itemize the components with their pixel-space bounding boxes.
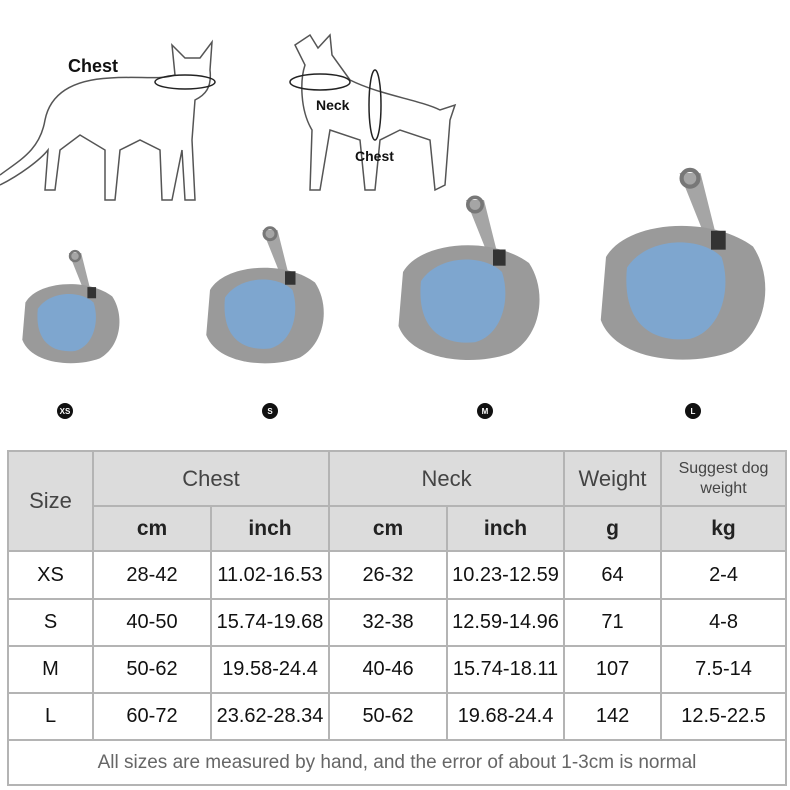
unit-cm: cm — [92, 505, 212, 552]
weight-header: Weight — [563, 450, 663, 507]
cell: S — [7, 598, 94, 647]
table-row: XS 28-42 11.02-16.53 26-32 10.23-12.59 64 2-4 — [7, 550, 788, 600]
harness-m — [396, 195, 542, 362]
cell: 64 — [563, 550, 663, 600]
cell: L — [7, 692, 94, 741]
dog-neck-label: Neck — [316, 97, 350, 113]
unit-g: g — [563, 505, 663, 552]
cell: 40-50 — [92, 598, 212, 647]
cell: M — [7, 645, 94, 694]
measurement-note: All sizes are measured by hand, and the … — [6, 739, 788, 786]
cat-chest-label: Chest — [68, 56, 119, 76]
suggest-weight-header: Suggest dog weight — [660, 450, 788, 507]
chest-header: Chest — [91, 450, 331, 507]
cell: 50-62 — [328, 692, 449, 741]
cell: 28-42 — [92, 550, 212, 600]
harness-l — [601, 170, 766, 360]
cell: 26-32 — [328, 550, 449, 600]
cell: 40-46 — [328, 645, 449, 694]
cell: 60-72 — [92, 692, 212, 741]
unit-kg: kg — [660, 505, 788, 552]
dog-outline — [289, 33, 457, 192]
cell: 142 — [563, 692, 663, 741]
cell: 50-62 — [92, 645, 212, 694]
size-header: Size — [7, 450, 94, 552]
cell: 71 — [563, 598, 663, 647]
cell: 12.5-22.5 — [660, 692, 788, 741]
cell: 10.23-12.59 — [446, 550, 566, 600]
table-row: S 40-50 15.74-19.68 32-38 12.59-14.96 71 4-8 — [7, 598, 788, 647]
cell: 107 — [563, 645, 663, 694]
cell: 32-38 — [328, 598, 449, 647]
cell: 4-8 — [660, 598, 788, 647]
size-badge-s: S — [262, 403, 278, 419]
cell: XS — [7, 550, 94, 600]
size-badge-m: M — [477, 403, 493, 419]
unit-inch: inch — [209, 505, 331, 552]
size-badge-xs: XS — [57, 403, 73, 419]
cell: 15.74-18.11 — [446, 645, 566, 694]
table-row: L 60-72 23.62-28.34 50-62 19.68-24.4 142 12.5-… — [7, 692, 788, 741]
cell: 23.62-28.34 — [209, 692, 331, 741]
cell: 11.02-16.53 — [209, 550, 331, 600]
illustrations — [0, 33, 790, 365]
dog-chest-label: Chest — [355, 148, 394, 164]
cell: 15.74-19.68 — [209, 598, 331, 647]
harness-s — [204, 226, 326, 365]
table-row: M 50-62 19.58-24.4 40-46 15.74-18.11 107 7.5-1… — [7, 645, 788, 694]
cell: 7.5-14 — [660, 645, 788, 694]
neck-header: Neck — [328, 450, 566, 507]
cell: 2-4 — [660, 550, 788, 600]
size-badge-l: L — [685, 403, 701, 419]
cat-outline — [0, 39, 216, 201]
cell: 12.59-14.96 — [446, 598, 566, 647]
unit-cm: cm — [328, 505, 449, 552]
unit-inch: inch — [446, 505, 566, 552]
cell: 19.68-24.4 — [446, 692, 566, 741]
harness-xs — [21, 249, 121, 365]
cell: 19.58-24.4 — [209, 645, 331, 694]
harness-images — [21, 170, 766, 365]
size-chart-table: Size Chest Neck Weight Suggest dog weigh… — [6, 450, 788, 786]
